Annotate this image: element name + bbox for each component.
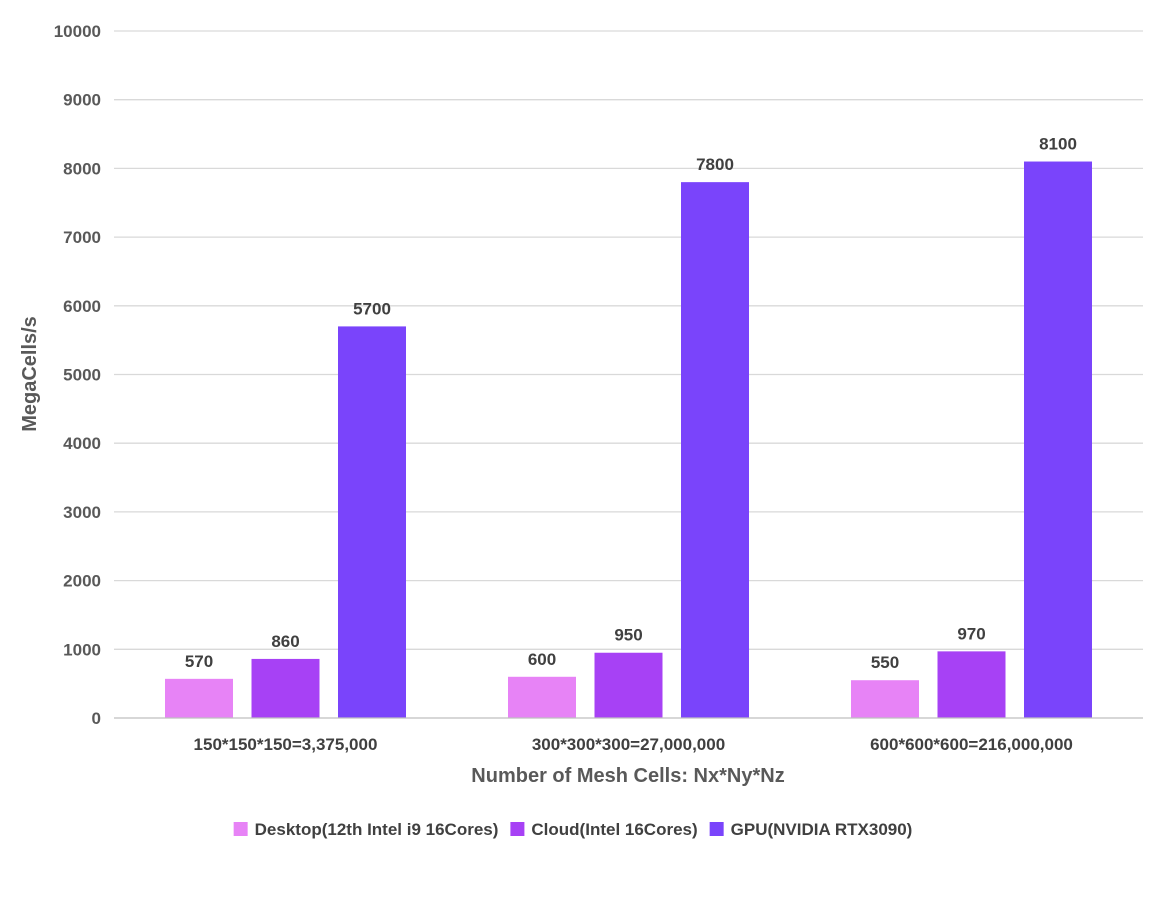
bar: [165, 678, 233, 718]
y-axis-title: MegaCells/s: [19, 316, 41, 432]
legend-item: Cloud(Intel 16Cores): [510, 820, 698, 839]
bar: [937, 651, 1006, 718]
bar: [1024, 161, 1092, 718]
legend-swatch: [233, 822, 248, 836]
x-tick-label: 600*600*600=216,000,000: [870, 735, 1073, 754]
y-tick-label: 7000: [63, 228, 101, 247]
x-axis-title: Number of Mesh Cells: Nx*Ny*Nz: [471, 765, 784, 787]
legend-label: GPU(NVIDIA RTX3090): [731, 820, 913, 839]
legend-item: Desktop(12th Intel i9 16Cores): [233, 820, 499, 839]
bar: [251, 658, 320, 718]
data-label: 550: [871, 653, 899, 672]
y-tick-label: 8000: [63, 159, 101, 178]
y-tick-label: 6000: [63, 297, 101, 316]
data-label: 600: [528, 650, 556, 669]
legend: Desktop(12th Intel i9 16Cores) Cloud(Inte…: [233, 820, 913, 839]
legend-swatch: [510, 822, 525, 836]
data-label: 8100: [1039, 135, 1077, 154]
legend-label: Desktop(12th Intel i9 16Cores): [255, 820, 499, 839]
y-tick-label: 2000: [63, 572, 101, 591]
bar: [681, 182, 749, 718]
y-tick-label: 9000: [63, 91, 101, 110]
bar: [508, 676, 576, 718]
y-tick-label: 5000: [63, 366, 101, 385]
legend-swatch: [709, 822, 724, 836]
bar: [594, 652, 663, 718]
data-label: 570: [185, 652, 213, 671]
x-tick-label: 150*150*150=3,375,000: [194, 735, 378, 754]
data-label: 860: [271, 632, 299, 651]
y-tick-label: 0: [92, 709, 101, 728]
data-label: 950: [614, 626, 642, 645]
y-tick-label: 3000: [63, 503, 101, 522]
legend-label: Cloud(Intel 16Cores): [531, 820, 697, 839]
data-label: 970: [957, 624, 985, 643]
data-label: 7800: [696, 155, 734, 174]
bars: [165, 161, 1092, 718]
y-tick-label: 4000: [63, 434, 101, 453]
data-labels: 570 860 5700 600 950 7800 550 970 8100: [185, 135, 1077, 673]
data-label: 5700: [353, 299, 391, 318]
bar: [338, 326, 406, 718]
legend-item: GPU(NVIDIA RTX3090): [709, 820, 913, 839]
bar: [851, 680, 919, 718]
y-tick-label: 10000: [54, 22, 101, 41]
x-tick-label: 300*300*300=27,000,000: [532, 735, 725, 754]
y-tick-label: 1000: [63, 640, 101, 659]
gridlines: [114, 30, 1143, 650]
y-axis-tick-labels: 0 1000 2000 3000 4000 5000 6000 7000 8000 9000 100…: [54, 22, 101, 728]
x-axis-tick-labels: 150*150*150=3,375,000 300*300*300=27,000,…: [194, 735, 1073, 754]
